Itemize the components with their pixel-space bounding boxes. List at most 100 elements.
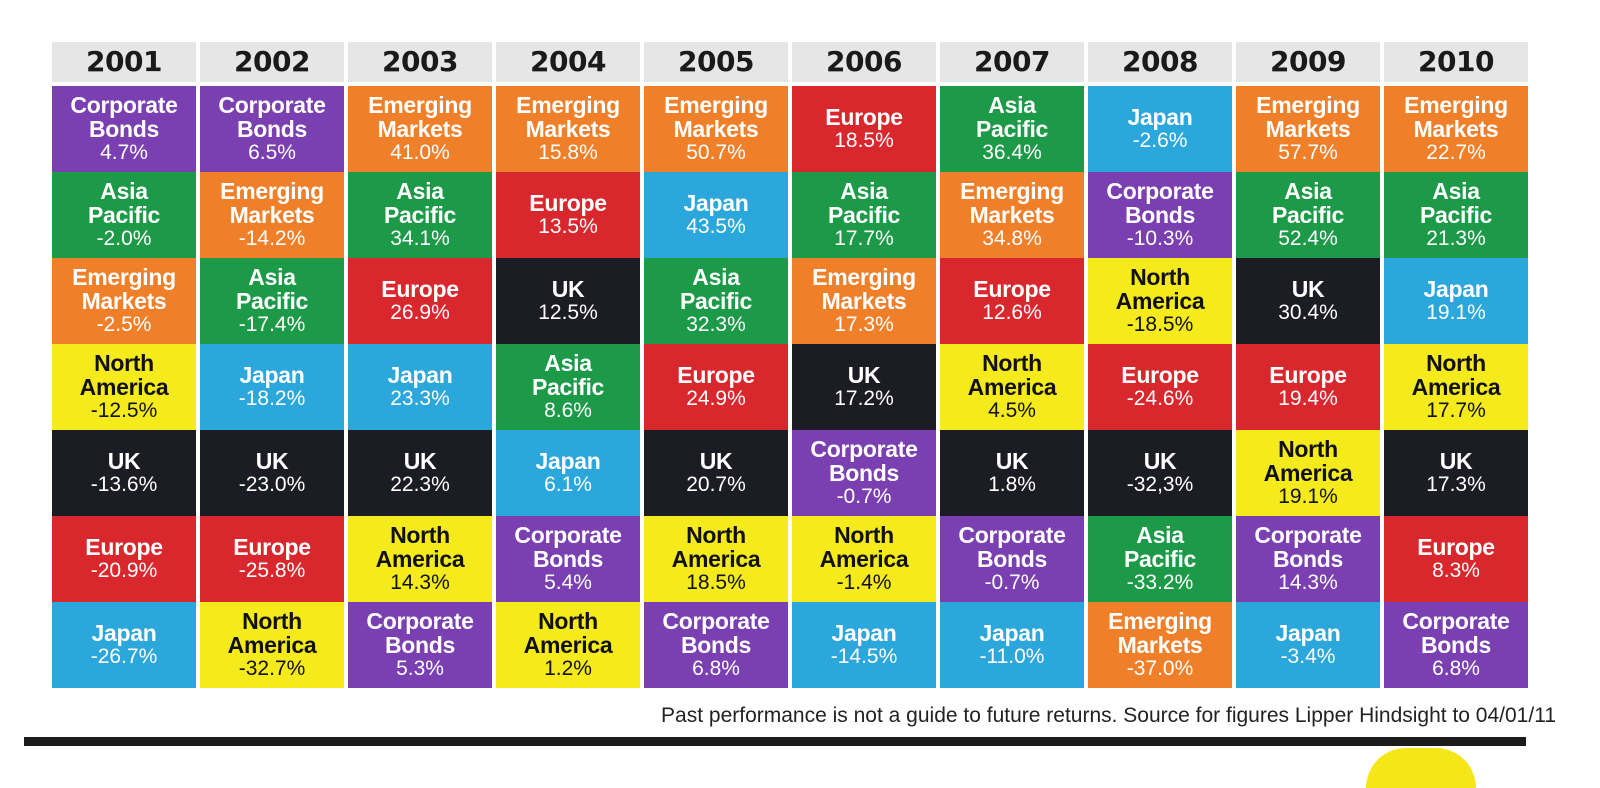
year-header-2005: 2005: [644, 42, 788, 82]
region-label-line2: Bonds: [680, 632, 752, 658]
cell-2005-rank-6: North America 18.5%: [644, 516, 788, 602]
return-value: -26.7%: [90, 645, 158, 668]
return-value: 22.7%: [1426, 141, 1486, 164]
return-value: -13.6%: [90, 473, 158, 496]
region-label: Europe: [85, 534, 163, 560]
return-value: -0.7%: [836, 485, 892, 508]
cell-2003-rank-5: UK 22.3%: [348, 430, 492, 516]
region-label-line2: Markets: [377, 116, 463, 142]
region-label-line2: Pacific: [827, 202, 901, 228]
region-label: Japan: [1127, 104, 1193, 130]
region-label-line2: Markets: [525, 116, 611, 142]
cell-2002-rank-5: UK -23.0%: [200, 430, 344, 516]
return-value: -14.2%: [238, 227, 306, 250]
return-value: 6.5%: [248, 141, 296, 164]
return-value: 17.2%: [834, 387, 894, 410]
region-label-line2: Pacific: [1419, 202, 1493, 228]
region-label: North: [390, 522, 450, 548]
region-label: Emerging: [72, 264, 176, 290]
region-label-line2: America: [967, 374, 1057, 400]
region-label-line2: Pacific: [235, 288, 309, 314]
return-value: 8.3%: [1432, 559, 1480, 582]
cell-2005-rank-3: Asia Pacific 32.3%: [644, 258, 788, 344]
cell-2002-rank-6: Europe -25.8%: [200, 516, 344, 602]
region-label: Asia: [988, 92, 1036, 118]
cell-2007-rank-6: Corporate Bonds -0.7%: [940, 516, 1084, 602]
region-label-line2: America: [523, 632, 613, 658]
region-label-line2: Pacific: [531, 374, 605, 400]
region-label: UK: [1143, 448, 1177, 474]
region-label: UK: [1291, 276, 1325, 302]
cell-2005-rank-4: Europe 24.9%: [644, 344, 788, 430]
region-label: Asia: [692, 264, 740, 290]
region-label-line2: Bonds: [1272, 546, 1344, 572]
region-label: Japan: [239, 362, 305, 388]
cell-2001-rank-1: Corporate Bonds 4.7%: [52, 86, 196, 172]
cell-2003-rank-4: Japan 23.3%: [348, 344, 492, 430]
year-header-2007: 2007: [940, 42, 1084, 82]
cell-2010-rank-5: UK 17.3%: [1384, 430, 1528, 516]
cell-2008-rank-2: Corporate Bonds -10.3%: [1088, 172, 1232, 258]
region-label: Asia: [100, 178, 148, 204]
return-value: -0.7%: [984, 571, 1040, 594]
region-label-line2: Pacific: [383, 202, 457, 228]
return-value: 14.3%: [1278, 571, 1338, 594]
cell-2009-rank-7: Japan -3.4%: [1236, 602, 1380, 688]
cell-2010-rank-1: Emerging Markets 22.7%: [1384, 86, 1528, 172]
return-value: -2.6%: [1132, 129, 1188, 152]
return-value: -32.7%: [238, 657, 306, 680]
return-value: -10.3%: [1126, 227, 1194, 250]
return-value: 19.1%: [1278, 485, 1338, 508]
cell-2010-rank-6: Europe 8.3%: [1384, 516, 1528, 602]
region-label-line2: Pacific: [1271, 202, 1345, 228]
region-label-line2: Bonds: [1420, 632, 1492, 658]
region-label-line2: America: [1115, 288, 1205, 314]
return-value: -25.8%: [238, 559, 306, 582]
return-value: 17.3%: [1426, 473, 1486, 496]
cell-2008-rank-1: Japan -2.6%: [1088, 86, 1232, 172]
region-label-line2: Bonds: [828, 460, 900, 486]
cell-2006-rank-5: Corporate Bonds -0.7%: [792, 430, 936, 516]
return-value: 20.7%: [686, 473, 746, 496]
return-value: -23.0%: [238, 473, 306, 496]
region-label: North: [686, 522, 746, 548]
year-header-2010: 2010: [1384, 42, 1528, 82]
return-value: 1.2%: [544, 657, 592, 680]
region-label: UK: [1439, 448, 1473, 474]
cell-2004-rank-4: Asia Pacific 8.6%: [496, 344, 640, 430]
cell-2007-rank-2: Emerging Markets 34.8%: [940, 172, 1084, 258]
region-label-line2: America: [375, 546, 465, 572]
cell-2006-rank-4: UK 17.2%: [792, 344, 936, 430]
return-value: 13.5%: [538, 215, 598, 238]
region-label-line2: Markets: [1265, 116, 1351, 142]
return-value: 15.8%: [538, 141, 598, 164]
region-label: UK: [255, 448, 289, 474]
cell-2009-rank-4: Europe 19.4%: [1236, 344, 1380, 430]
return-value: 23.3%: [390, 387, 450, 410]
return-value: 43.5%: [686, 215, 746, 238]
return-value: -18.2%: [238, 387, 306, 410]
year-header-2008: 2008: [1088, 42, 1232, 82]
region-label: Japan: [1275, 620, 1341, 646]
return-value: -2.0%: [96, 227, 152, 250]
cell-2001-rank-5: UK -13.6%: [52, 430, 196, 516]
cell-2005-rank-2: Japan 43.5%: [644, 172, 788, 258]
year-header-2003: 2003: [348, 42, 492, 82]
cell-2003-rank-3: Europe 26.9%: [348, 258, 492, 344]
return-value: 14.3%: [390, 571, 450, 594]
cell-2006-rank-2: Asia Pacific 17.7%: [792, 172, 936, 258]
return-value: 26.9%: [390, 301, 450, 324]
cell-2004-rank-6: Corporate Bonds 5.4%: [496, 516, 640, 602]
region-label: Europe: [1417, 534, 1495, 560]
year-header-2006: 2006: [792, 42, 936, 82]
return-value: 36.4%: [982, 141, 1042, 164]
return-value: -33.2%: [1126, 571, 1194, 594]
region-label: North: [834, 522, 894, 548]
return-value: 17.7%: [834, 227, 894, 250]
region-label: Corporate: [1254, 522, 1362, 548]
cell-2007-rank-7: Japan -11.0%: [940, 602, 1084, 688]
cell-2005-rank-5: UK 20.7%: [644, 430, 788, 516]
region-label: Japan: [1423, 276, 1489, 302]
region-label-line2: America: [819, 546, 909, 572]
